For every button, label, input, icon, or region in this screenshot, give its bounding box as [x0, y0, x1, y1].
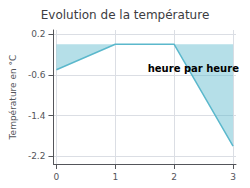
svg-text:-0.6: -0.6 — [28, 70, 46, 80]
svg-text:1: 1 — [112, 172, 118, 182]
svg-text:0: 0 — [54, 172, 60, 182]
svg-text:3: 3 — [230, 172, 236, 182]
svg-text:-1.4: -1.4 — [28, 111, 46, 121]
svg-text:0.2: 0.2 — [31, 29, 45, 39]
svg-text:-2.2: -2.2 — [28, 151, 46, 161]
svg-text:Evolution de la température: Evolution de la température — [41, 8, 210, 22]
svg-text:heure par heure: heure par heure — [148, 63, 239, 74]
svg-text:Température en °C: Température en °C — [8, 55, 18, 141]
svg-text:2: 2 — [171, 172, 177, 182]
